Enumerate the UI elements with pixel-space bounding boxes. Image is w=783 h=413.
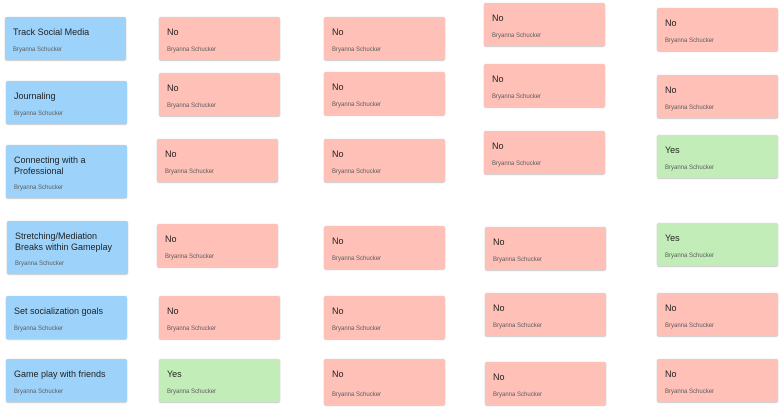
answer-note[interactable]: No Bryanna Schucker (324, 226, 445, 269)
note-author: Bryanna Schucker (492, 33, 542, 39)
note-author: Bryanna Schucker (14, 326, 64, 332)
note-text: Connecting with a Professional (14, 155, 86, 176)
note-author: Bryanna Schucker (492, 94, 542, 100)
answer-note[interactable]: Yes Bryanna Schucker (159, 359, 280, 402)
note-text: Journaling (14, 91, 56, 101)
answer-note[interactable]: No Bryanna Schucker (159, 17, 280, 60)
note-text: Yes (665, 233, 680, 243)
note-author: Bryanna Schucker (665, 38, 715, 44)
note-author: Bryanna Schucker (165, 254, 215, 260)
note-text: Yes (665, 145, 680, 155)
answer-note[interactable]: No Bryanna Schucker (657, 293, 778, 336)
note-text: No (332, 27, 344, 37)
note-author: Bryanna Schucker (332, 326, 382, 332)
answer-note[interactable]: No Bryanna Schucker (324, 139, 445, 182)
answer-note[interactable]: No Bryanna Schucker (324, 72, 445, 115)
note-text: No (332, 306, 344, 316)
note-author: Bryanna Schucker (14, 185, 64, 191)
note-text: No (665, 303, 677, 313)
note-text: No (167, 83, 179, 93)
note-text: No (493, 303, 505, 313)
note-author: Bryanna Schucker (492, 161, 542, 167)
answer-note[interactable]: No Bryanna Schucker (485, 227, 606, 270)
note-text: No (493, 237, 505, 247)
label-note-stretching-mediation-breaks[interactable]: Stretching/Mediation Breaks within Gamep… (7, 221, 128, 274)
note-author: Bryanna Schucker (14, 389, 64, 395)
note-author: Bryanna Schucker (332, 47, 382, 53)
answer-note[interactable]: No Bryanna Schucker (324, 17, 445, 60)
note-author: Bryanna Schucker (167, 326, 217, 332)
note-author: Bryanna Schucker (665, 165, 715, 171)
answer-note[interactable]: No Bryanna Schucker (157, 224, 278, 267)
note-text: Stretching/Mediation Breaks within Gamep… (15, 231, 113, 252)
note-author: Bryanna Schucker (167, 47, 217, 53)
answer-note[interactable]: No Bryanna Schucker (657, 75, 778, 118)
answer-note[interactable]: No Bryanna Schucker (484, 3, 605, 46)
answer-note[interactable]: No Bryanna Schucker (485, 293, 606, 336)
note-author: Bryanna Schucker (493, 323, 543, 329)
answer-note[interactable]: No Bryanna Schucker (484, 64, 605, 107)
answer-note[interactable]: No Bryanna Schucker (657, 8, 778, 51)
note-text: Game play with friends (14, 369, 106, 379)
answer-note[interactable]: No Bryanna Schucker (157, 139, 278, 182)
label-note-connecting-with-a-professional[interactable]: Connecting with a Professional Bryanna S… (6, 145, 127, 198)
answer-note[interactable]: No Bryanna Schucker (324, 296, 445, 339)
note-author: Bryanna Schucker (332, 169, 382, 175)
note-text: No (492, 141, 504, 151)
note-author: Bryanna Schucker (493, 257, 543, 263)
note-text: No (332, 82, 344, 92)
note-text: No (167, 306, 179, 316)
note-text: No (492, 13, 504, 23)
answer-note[interactable]: Yes Bryanna Schucker (657, 223, 778, 266)
note-text: Yes (167, 369, 182, 379)
answer-note[interactable]: No Bryanna Schucker (657, 359, 778, 402)
answer-note[interactable]: No Bryanna Schucker (324, 359, 445, 405)
note-text: No (492, 74, 504, 84)
note-text: Track Social Media (13, 27, 90, 37)
note-author: Bryanna Schucker (14, 111, 64, 117)
answer-note[interactable]: Yes Bryanna Schucker (657, 135, 778, 178)
note-author: Bryanna Schucker (665, 323, 715, 329)
note-author: Bryanna Schucker (493, 392, 543, 398)
label-note-journaling[interactable]: Journaling Bryanna Schucker (6, 81, 127, 124)
note-author: Bryanna Schucker (167, 103, 217, 109)
note-text: No (665, 369, 677, 379)
answer-note[interactable]: No Bryanna Schucker (159, 73, 280, 116)
note-author: Bryanna Schucker (665, 389, 715, 395)
note-text: No (165, 149, 177, 159)
note-author: Bryanna Schucker (332, 256, 382, 262)
label-note-track-social-media[interactable]: Track Social Media Bryanna Schucker (5, 17, 126, 60)
note-text: No (332, 369, 344, 379)
label-note-set-socialization-goals[interactable]: Set socialization goals Bryanna Schucker (6, 296, 127, 339)
note-text: Set socialization goals (14, 306, 104, 316)
note-author: Bryanna Schucker (665, 105, 715, 111)
note-author: Bryanna Schucker (332, 392, 382, 398)
note-author: Bryanna Schucker (665, 253, 715, 259)
note-text: No (167, 27, 179, 37)
note-author: Bryanna Schucker (13, 47, 63, 53)
note-author: Bryanna Schucker (15, 261, 65, 267)
note-text: No (332, 149, 344, 159)
answer-note[interactable]: No Bryanna Schucker (485, 362, 606, 405)
note-author: Bryanna Schucker (167, 389, 217, 395)
note-author: Bryanna Schucker (165, 169, 215, 175)
note-text: No (493, 372, 505, 382)
label-note-game-play-with-friends[interactable]: Game play with friends Bryanna Schucker (6, 359, 127, 402)
note-text: No (665, 85, 677, 95)
note-author: Bryanna Schucker (332, 102, 382, 108)
note-text: No (665, 18, 677, 28)
note-text: No (332, 236, 344, 246)
note-text: No (165, 234, 177, 244)
answer-note[interactable]: No Bryanna Schucker (484, 131, 605, 174)
answer-note[interactable]: No Bryanna Schucker (159, 296, 280, 339)
